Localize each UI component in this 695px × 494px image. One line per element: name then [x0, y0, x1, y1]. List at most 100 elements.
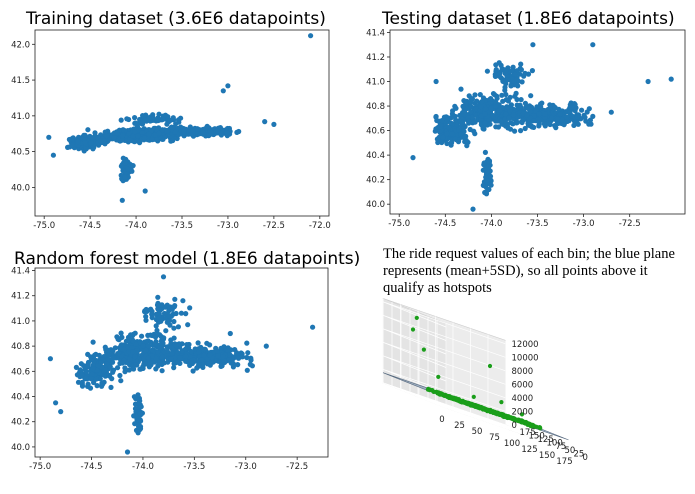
x-tick-label: -74.0	[480, 219, 502, 229]
data-point	[118, 378, 124, 384]
data-point	[183, 353, 189, 359]
data-point	[495, 124, 502, 130]
data-point	[107, 364, 113, 370]
data-point	[143, 317, 149, 323]
data-point	[175, 324, 181, 330]
data-point	[224, 130, 230, 136]
green-points	[410, 315, 543, 431]
data-point	[175, 359, 181, 365]
data-point	[126, 131, 132, 137]
y-tick-label: 41.5	[11, 76, 30, 86]
data-point	[507, 126, 514, 132]
data-point	[508, 83, 514, 89]
data-point	[530, 118, 537, 124]
data-point	[581, 112, 587, 118]
data-point	[498, 62, 504, 68]
data-point	[482, 111, 488, 117]
data-point	[470, 206, 476, 212]
data-point	[117, 372, 123, 379]
z-tick-label: 0	[512, 421, 517, 431]
data-point	[427, 388, 432, 393]
data-point	[185, 322, 191, 328]
x-tick-label: -72.5	[619, 219, 641, 229]
y-tick-label: 41.0	[11, 317, 30, 327]
x-tick-label: -75.0	[33, 221, 55, 231]
data-point	[484, 407, 489, 412]
data-point	[120, 360, 126, 366]
y-tick-label: 40.0	[11, 443, 30, 453]
data-point	[542, 111, 548, 117]
data-point	[488, 105, 494, 112]
data-point	[518, 97, 524, 103]
data-point	[579, 107, 585, 113]
data-point	[248, 357, 254, 363]
data-point	[132, 421, 138, 427]
data-point	[499, 400, 504, 405]
data-point	[163, 328, 169, 334]
x-tick-label: -74.0	[125, 221, 147, 231]
data-point	[178, 310, 184, 316]
data-point	[175, 117, 182, 123]
data-point	[493, 67, 499, 73]
data-point	[146, 131, 152, 137]
data-point	[471, 128, 477, 134]
x-tick-label: -73.5	[527, 219, 549, 229]
data-point	[188, 348, 194, 355]
data-point	[102, 129, 108, 135]
data-point	[109, 376, 115, 382]
data-point	[245, 350, 251, 356]
data-point	[100, 381, 106, 387]
data-point	[183, 311, 189, 317]
x-tick-label: -73.0	[235, 462, 257, 472]
data-point	[559, 117, 565, 123]
data-point	[462, 139, 468, 145]
caption-text: The ride request values of each bin; the…	[383, 246, 675, 296]
y-gridline	[427, 316, 551, 444]
x-tick-label: -73.0	[573, 219, 595, 229]
data-point	[215, 128, 221, 134]
data-point	[90, 366, 96, 372]
data-point	[184, 342, 190, 348]
x-tick-label: 150	[539, 451, 555, 461]
data-point	[79, 383, 86, 389]
x-tick-label: 100	[504, 439, 520, 449]
data-point	[414, 315, 419, 320]
data-point	[228, 360, 234, 366]
data-point	[159, 127, 165, 133]
data-point	[471, 394, 476, 399]
data-point	[172, 129, 178, 135]
data-point	[433, 78, 439, 85]
data-point	[85, 381, 91, 387]
data-point	[479, 99, 485, 105]
data-point	[130, 363, 136, 369]
data-point	[244, 367, 250, 373]
data-point	[549, 115, 555, 121]
data-point	[73, 364, 79, 370]
data-point	[46, 134, 52, 140]
data-point	[127, 356, 133, 362]
data-point	[156, 130, 162, 136]
data-point	[480, 126, 486, 132]
data-point	[195, 340, 201, 346]
y-tick-label: 25	[574, 449, 585, 459]
data-point	[143, 347, 149, 353]
y-tick-label: 40.6	[11, 367, 30, 377]
data-point	[160, 116, 166, 122]
data-point	[235, 362, 241, 368]
data-point	[524, 421, 530, 426]
data-point	[119, 334, 125, 340]
data-point	[115, 365, 121, 371]
y-gridline	[436, 320, 560, 447]
data-point	[78, 368, 84, 374]
data-point	[95, 363, 101, 369]
data-point	[519, 412, 525, 417]
data-point	[131, 139, 138, 145]
data-point	[171, 335, 177, 341]
data-point	[134, 347, 140, 354]
data-point	[502, 84, 508, 90]
data-point	[477, 92, 483, 98]
data-point	[149, 347, 155, 353]
scatter-panel-3: Random forest model (1.8E6 datapoints) -7…	[11, 249, 360, 472]
x-tick-label: 0	[439, 415, 444, 425]
data-point	[172, 296, 178, 302]
